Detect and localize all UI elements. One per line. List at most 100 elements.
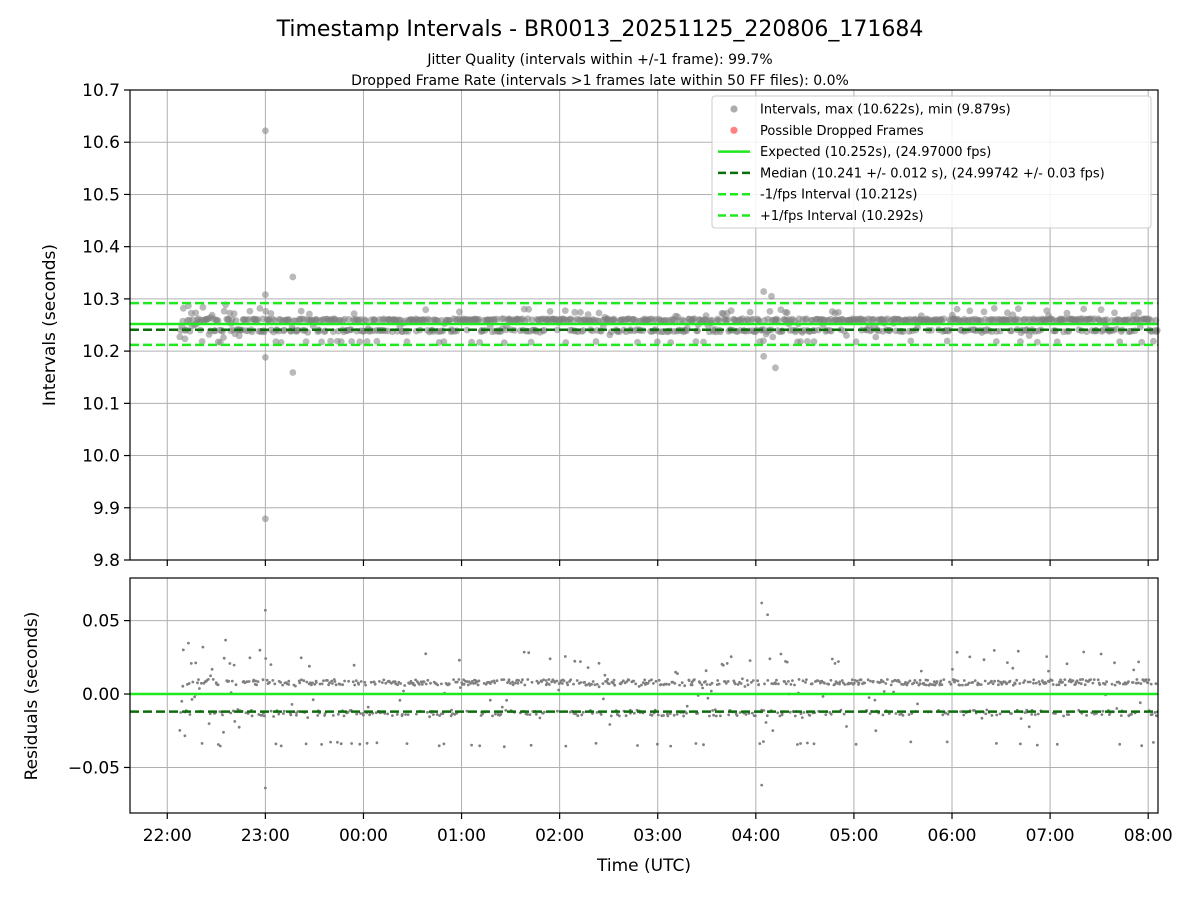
residual-point bbox=[341, 683, 344, 687]
interval-outlier-point bbox=[289, 369, 297, 376]
residual-point bbox=[331, 714, 335, 717]
residual-point bbox=[894, 712, 898, 715]
residual-point bbox=[1026, 680, 1030, 684]
residual-point bbox=[756, 679, 759, 683]
residual-point bbox=[666, 714, 670, 718]
residual-point bbox=[375, 741, 379, 745]
interval-point bbox=[546, 308, 554, 315]
residual-point bbox=[330, 679, 334, 683]
residuals-axes: −0.05 0.00 0.05 22:00 23:00 00:00 01:00 02:00 03… bbox=[68, 577, 1173, 846]
residual-point bbox=[338, 683, 342, 686]
residual-point bbox=[429, 681, 432, 685]
residual-point bbox=[1139, 682, 1143, 685]
residual-point bbox=[210, 667, 214, 671]
interval-point bbox=[306, 310, 313, 318]
residual-point bbox=[306, 716, 310, 719]
residual-point bbox=[573, 659, 577, 663]
residual-point bbox=[1075, 679, 1079, 683]
residual-point bbox=[726, 680, 730, 683]
residual-point bbox=[1011, 666, 1015, 670]
residual-point bbox=[1113, 683, 1117, 687]
residual-point bbox=[339, 742, 343, 746]
residual-point bbox=[904, 681, 907, 684]
residual-point bbox=[180, 699, 184, 703]
residual-point bbox=[1099, 652, 1103, 656]
residual-point bbox=[591, 680, 595, 683]
residual-point bbox=[355, 712, 359, 716]
residual-point bbox=[459, 686, 462, 689]
x-tick-label: 07:00 bbox=[1026, 826, 1075, 846]
residual-point bbox=[287, 683, 291, 686]
residual-point bbox=[713, 708, 717, 712]
residual-point bbox=[311, 698, 315, 702]
residual-point bbox=[627, 678, 631, 682]
residual-point bbox=[799, 742, 802, 745]
residual-point bbox=[602, 697, 605, 701]
residual-point bbox=[855, 679, 859, 683]
residual-point bbox=[606, 678, 609, 681]
residual-point bbox=[603, 673, 607, 677]
residual-point bbox=[399, 682, 402, 685]
interval-point bbox=[592, 338, 600, 345]
residual-point bbox=[939, 679, 943, 683]
intervals-y-tick-label: 10.4 bbox=[82, 238, 120, 258]
residual-point bbox=[426, 678, 430, 682]
residual-point bbox=[206, 678, 210, 681]
residual-point bbox=[224, 638, 228, 642]
residual-point bbox=[200, 742, 204, 745]
interval-point bbox=[872, 333, 880, 341]
residual-point bbox=[359, 680, 363, 683]
residual-point bbox=[333, 680, 337, 683]
residual-point bbox=[585, 683, 589, 687]
residual-point bbox=[400, 713, 404, 716]
interval-point bbox=[683, 324, 691, 332]
residual-point bbox=[208, 712, 212, 716]
residual-point bbox=[1115, 707, 1119, 710]
residual-point bbox=[547, 683, 551, 686]
residual-point bbox=[750, 681, 753, 684]
interval-point bbox=[327, 337, 334, 345]
residual-point bbox=[833, 662, 837, 665]
residual-point bbox=[806, 741, 809, 745]
residual-point bbox=[791, 679, 794, 682]
residual-point bbox=[949, 682, 953, 686]
residual-point bbox=[775, 678, 778, 682]
residual-point bbox=[1105, 680, 1108, 684]
interval-point bbox=[579, 327, 587, 334]
residual-point bbox=[764, 721, 768, 724]
interval-point bbox=[1103, 316, 1110, 323]
residual-point bbox=[843, 683, 847, 686]
interval-point bbox=[843, 332, 850, 339]
residual-point bbox=[793, 683, 796, 687]
residual-point bbox=[708, 714, 711, 718]
residual-point bbox=[711, 709, 714, 712]
residual-point bbox=[680, 681, 684, 685]
residual-point bbox=[676, 672, 679, 675]
residual-point bbox=[437, 744, 441, 748]
residual-point bbox=[196, 681, 199, 685]
interval-point bbox=[179, 304, 187, 312]
interval-point bbox=[766, 308, 774, 315]
interval-outlier-point bbox=[760, 352, 768, 360]
residual-point bbox=[866, 678, 870, 682]
residual-point bbox=[709, 689, 713, 693]
residual-point bbox=[393, 680, 397, 683]
interval-point bbox=[554, 326, 561, 334]
interval-point bbox=[810, 338, 818, 346]
interval-point bbox=[363, 338, 371, 345]
residual-point bbox=[572, 682, 575, 686]
residual-point bbox=[751, 679, 755, 682]
x-tick-label: 04:00 bbox=[731, 826, 780, 846]
residual-point bbox=[1045, 655, 1049, 658]
residual-point bbox=[867, 696, 871, 699]
residual-point bbox=[351, 680, 355, 684]
residual-point bbox=[905, 683, 909, 687]
residual-point bbox=[402, 689, 405, 693]
interval-point bbox=[561, 307, 569, 314]
residual-point bbox=[594, 741, 598, 745]
residual-point bbox=[650, 678, 653, 682]
x-tick-label: 00:00 bbox=[339, 826, 388, 846]
residual-point bbox=[892, 690, 895, 694]
residual-point bbox=[260, 713, 264, 717]
residual-point bbox=[918, 678, 922, 682]
